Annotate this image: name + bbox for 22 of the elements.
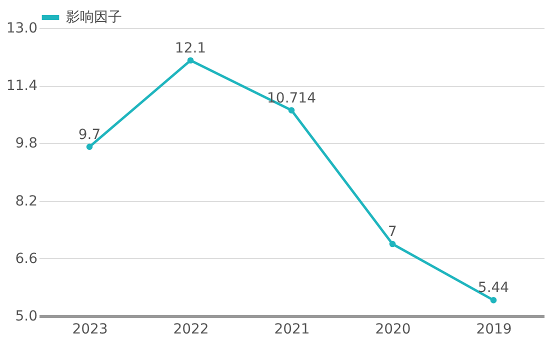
data-label: 5.44	[478, 280, 510, 296]
point	[389, 240, 396, 248]
point	[187, 57, 194, 64]
y-tick-label: 6.6	[15, 250, 38, 267]
data-label: 9.7	[78, 126, 101, 143]
point	[288, 107, 295, 114]
data-label: 10.714	[267, 90, 316, 106]
y-tick-label: 9.8	[15, 136, 38, 152]
x-tick-label: 2019	[476, 322, 512, 338]
point	[86, 144, 93, 150]
point	[490, 297, 497, 304]
y-tick-label: 8.2	[15, 193, 38, 210]
x-tick-label: 2020	[375, 322, 411, 338]
data-label: 7	[388, 224, 397, 240]
x-tick-label: 2023	[72, 322, 108, 338]
x-tick-label: 2021	[274, 322, 310, 338]
data-label: 12.1	[174, 40, 206, 56]
y-tick-label: 5.0	[15, 308, 38, 324]
x-tick-label: 2022	[173, 322, 209, 338]
legend-label: 影响因子	[66, 10, 122, 26]
y-tick-label: 13.0	[6, 20, 38, 36]
y-tick-label: 11.4	[6, 78, 38, 94]
